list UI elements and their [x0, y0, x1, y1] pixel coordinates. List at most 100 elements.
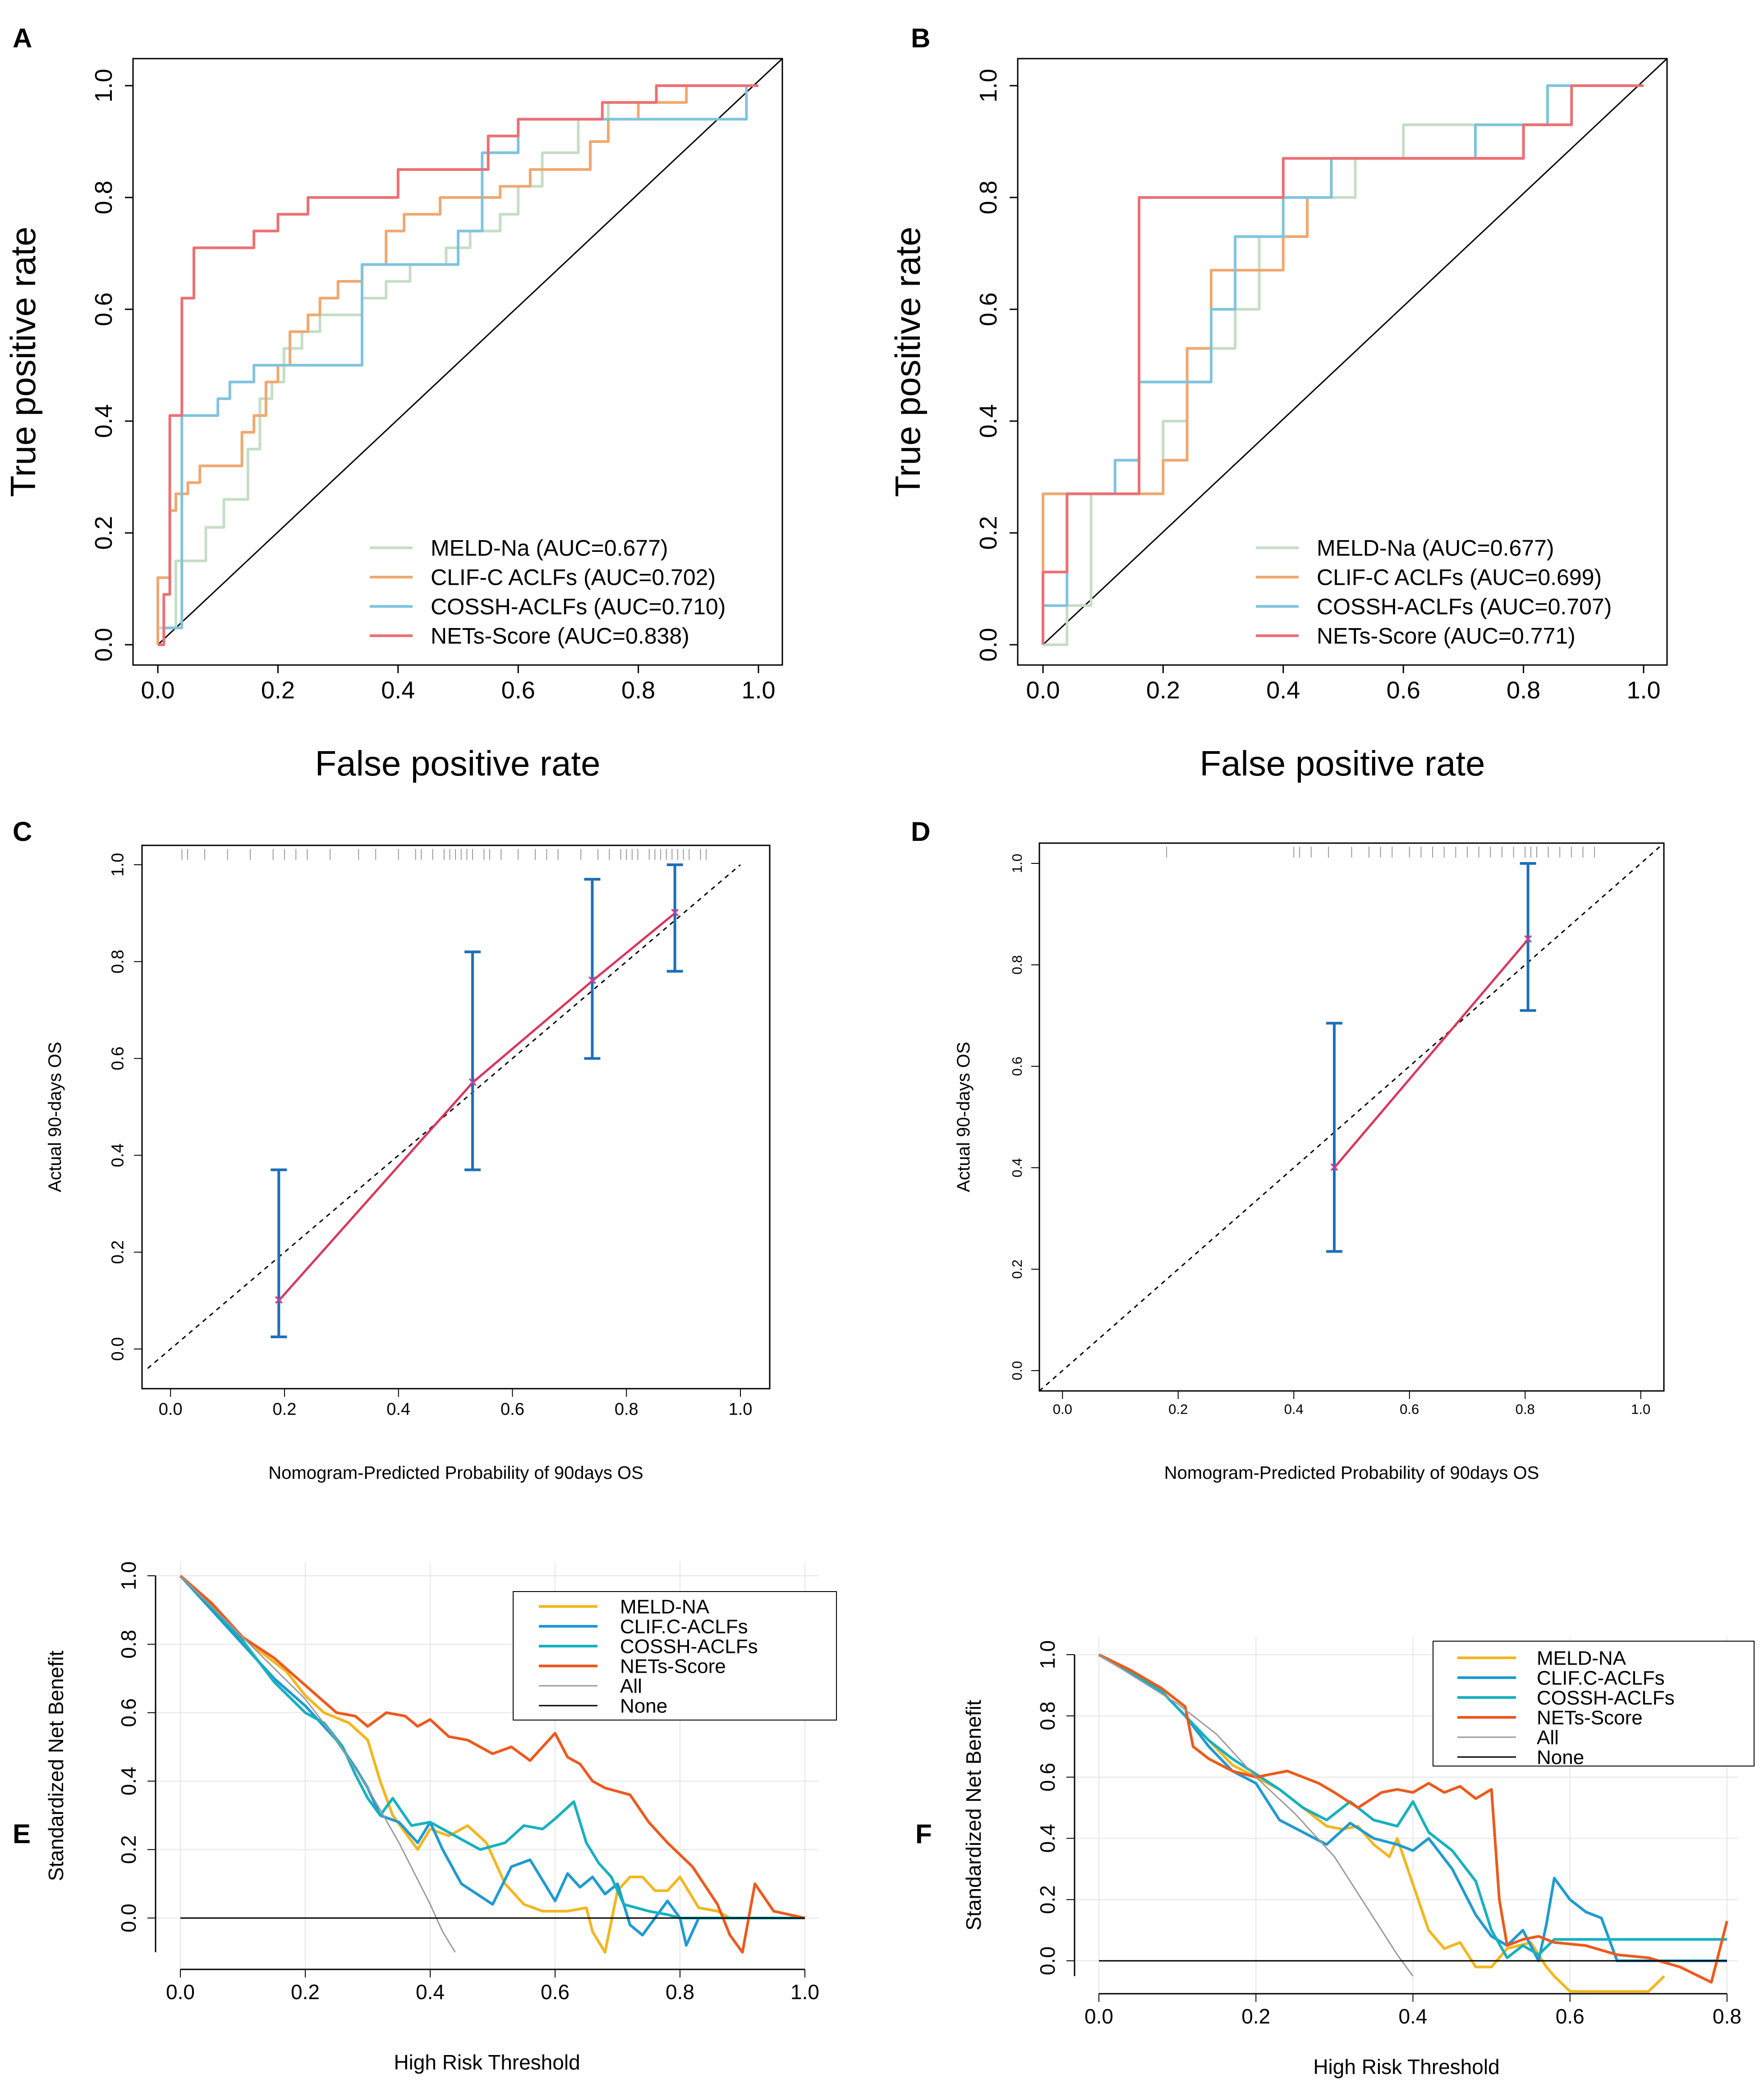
plot-frame: [1017, 58, 1668, 666]
legend-label: CLIF.C-ACLFs: [620, 1615, 748, 1638]
legend-label: MELD-Na (AUC=0.677): [431, 536, 668, 561]
y-tick-label: 0.2: [1036, 1885, 1059, 1914]
reference-diagonal: [1039, 842, 1664, 1392]
x-tick-label: 0.4: [386, 1400, 410, 1419]
x-tick-label: 0.6: [1400, 1401, 1419, 1417]
x-tick-label: 1.0: [1626, 677, 1660, 704]
x-tick-label: 0.8: [666, 1980, 694, 2004]
panel-c: C 0.0 0.2 0.4 0.6 0.8 1.0 0.0 0.2 0.4 0.6 0.8 1.0 Nom…: [13, 817, 771, 1483]
y-tick-label: 0.6: [1009, 1056, 1025, 1076]
legend-label: COSSH-ACLFs: [620, 1635, 758, 1657]
panel-label: F: [915, 1819, 932, 1849]
series-line-cossh-aclfs: [1098, 1653, 1727, 1959]
y-tick-label: 0.0: [90, 628, 117, 661]
x-axis-title: False positive rate: [1200, 743, 1485, 783]
y-tick-label: 0.8: [975, 180, 1002, 214]
legend-label: NETs-Score (AUC=0.838): [431, 624, 689, 649]
y-tick-label: 0.0: [1009, 1361, 1025, 1380]
series-line-nets-score-auc-0-838-: [158, 84, 758, 646]
calibration-line: [278, 912, 676, 1302]
y-tick-label: 0.4: [975, 404, 1002, 438]
panel-b: B 0.0 0.2 0.4 0.6 0.8 1.0 0.0 0.2 0.4 0.6 0.8 1.0 Fal…: [888, 23, 1668, 783]
x-axis-title: High Risk Threshold: [1313, 2055, 1499, 2078]
y-tick-label: 1.0: [117, 1561, 140, 1590]
legend-label: COSSH-ACLFs (AUC=0.707): [1317, 594, 1612, 619]
y-tick-label: 0.4: [1036, 1824, 1059, 1853]
x-tick-label: 0.4: [1284, 1401, 1304, 1417]
plot-frame: [132, 58, 783, 666]
y-tick-label: 0.2: [117, 1835, 140, 1864]
calibration-point: ×: [468, 1074, 477, 1091]
y-tick-label: 0.8: [117, 1630, 140, 1659]
x-tick-label: 0.2: [1241, 2005, 1270, 2028]
x-tick-label: 0.4: [1266, 677, 1300, 704]
calibration-point: ×: [274, 1292, 283, 1309]
y-tick-label: 0.8: [90, 180, 117, 214]
x-tick-label: 0.8: [615, 1400, 639, 1419]
panel-label: D: [911, 817, 930, 847]
calibration-point: ×: [1524, 931, 1533, 948]
x-axis-title: Nomogram-Predicted Probability of 90days…: [1164, 1463, 1539, 1483]
panel-label: E: [13, 1819, 31, 1849]
x-tick-label: 0.2: [1146, 677, 1180, 704]
y-tick-label: 0.8: [1009, 955, 1025, 974]
x-tick-label: 0.6: [1556, 2005, 1585, 2028]
legend-label: MELD-Na (AUC=0.677): [1317, 536, 1554, 561]
x-axis-title: High Risk Threshold: [394, 2051, 580, 2074]
panel-label: A: [13, 23, 32, 53]
x-tick-label: 0.6: [501, 677, 535, 704]
legend-label: MELD-NA: [620, 1596, 710, 1618]
legend-label: CLIF-C ACLFs (AUC=0.699): [1317, 565, 1602, 590]
reference-diagonal: [157, 58, 783, 646]
y-tick-label: 0.4: [117, 1766, 140, 1795]
calibration-point: ×: [588, 972, 597, 989]
y-tick-label: 0.0: [117, 1904, 140, 1932]
panel-f: F 0.0 0.2 0.4 0.6 0.8 0.0 0.2 0.4 0.6 0.8 1.0 High R…: [915, 1637, 1755, 2078]
y-tick-label: 0.4: [90, 404, 117, 438]
x-tick-label: 0.4: [381, 677, 415, 704]
reference-diagonal: [1042, 58, 1668, 646]
x-tick-label: 1.0: [729, 1400, 753, 1419]
reference-diagonal: [147, 864, 741, 1369]
y-tick-label: 0.6: [975, 292, 1002, 326]
x-tick-label: 0.0: [159, 1400, 183, 1419]
legend-box: [1433, 1641, 1755, 1766]
legend-box: [513, 1591, 837, 1721]
plot-frame: [141, 844, 771, 1390]
x-tick-label: 0.6: [541, 1980, 570, 2004]
y-tick-label: 1.0: [1036, 1640, 1059, 1669]
series-line-all: [179, 1575, 456, 1953]
x-tick-label: 1.0: [741, 677, 775, 704]
y-tick-label: 0.2: [1009, 1259, 1025, 1279]
x-tick-label: 0.0: [141, 677, 175, 704]
plot-frame: [1038, 842, 1665, 1392]
y-axis-title: True positive rate: [888, 227, 928, 497]
y-tick-label: 1.0: [1009, 853, 1025, 873]
legend-label: None: [620, 1695, 667, 1717]
x-tick-label: 0.4: [416, 1980, 445, 2004]
series-line-meld-na: [179, 1574, 731, 1954]
y-tick-label: 0.6: [109, 1046, 128, 1070]
legend-label: All: [1537, 1726, 1559, 1748]
x-tick-label: 0.2: [291, 1980, 320, 2004]
legend-label: COSSH-ACLFs (AUC=0.710): [431, 594, 726, 619]
y-tick-label: 1.0: [109, 853, 128, 877]
x-tick-label: 1.0: [1631, 1401, 1650, 1417]
legend-label: MELD-NA: [1537, 1647, 1626, 1669]
y-axis-title: Actual 90-days OS: [954, 1042, 974, 1193]
x-tick-label: 0.2: [273, 1400, 297, 1419]
series-line-all: [1098, 1654, 1414, 1977]
calibration-point: ×: [671, 904, 680, 921]
x-tick-label: 0.8: [1713, 2005, 1741, 2028]
y-tick-label: 0.4: [1009, 1158, 1025, 1177]
x-axis-title: Nomogram-Predicted Probability of 90days…: [268, 1463, 643, 1483]
x-tick-label: 0.8: [1507, 677, 1540, 704]
x-tick-label: 0.0: [1053, 1401, 1072, 1417]
y-tick-label: 1.0: [90, 69, 117, 102]
x-tick-label: 0.6: [1387, 677, 1420, 704]
series-line-clif-c-aclfs: [179, 1574, 805, 1947]
y-tick-label: 0.0: [1036, 1946, 1059, 1975]
y-tick-label: 0.8: [1036, 1702, 1059, 1730]
legend-label: CLIF.C-ACLFs: [1537, 1667, 1665, 1689]
